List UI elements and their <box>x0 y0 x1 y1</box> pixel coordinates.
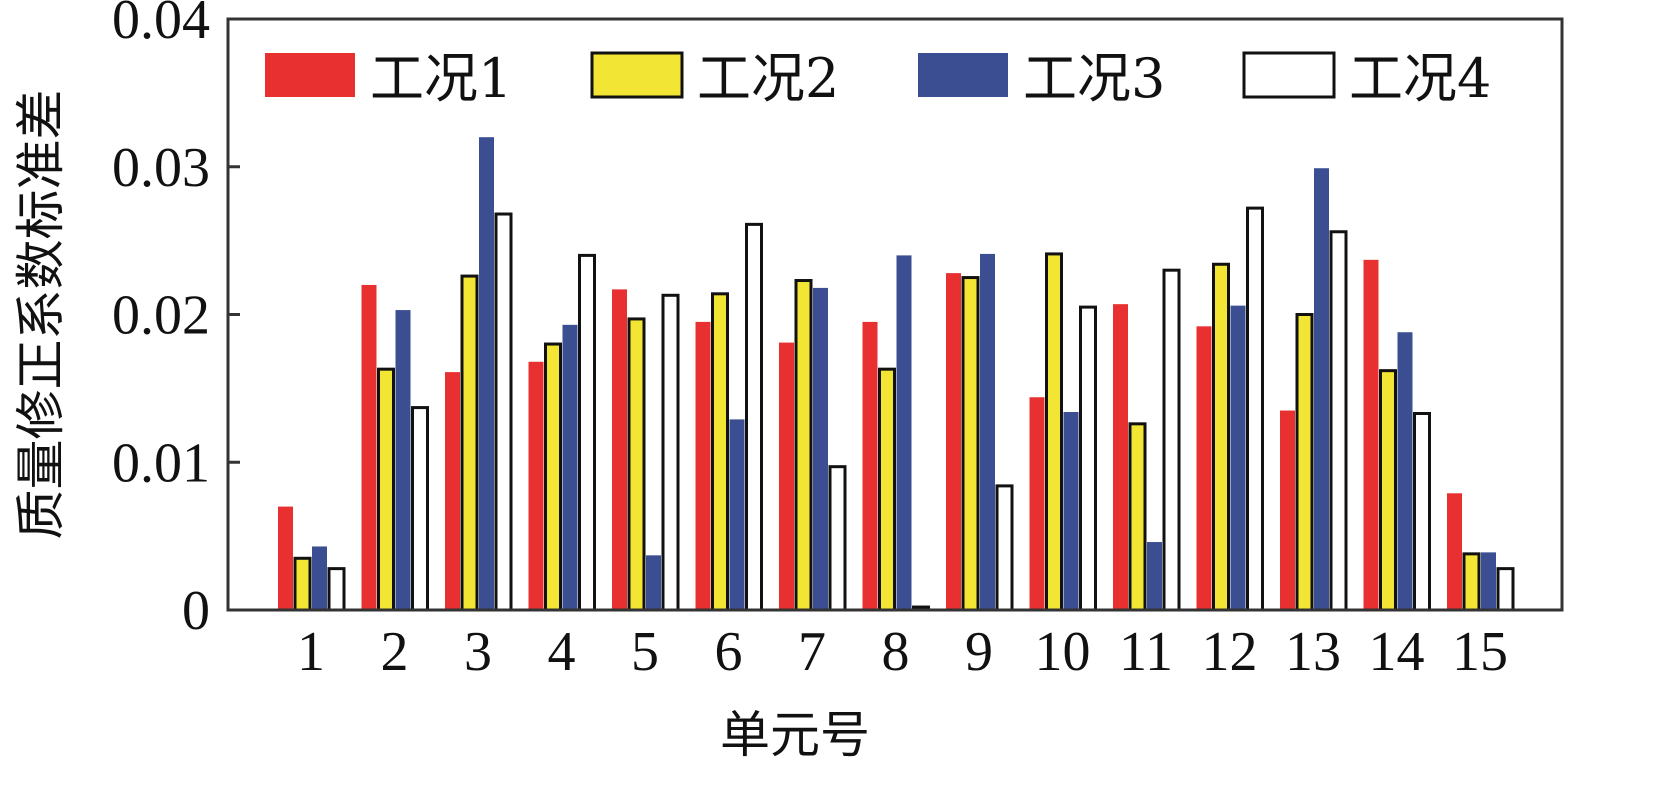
bar-2-3 <box>460 274 479 612</box>
bar-1-14 <box>1363 259 1379 610</box>
bar-1-15 <box>1447 493 1462 610</box>
bar-4-3 <box>494 212 513 612</box>
bar-2-10 <box>1045 252 1063 612</box>
bar-2-4 <box>544 342 562 612</box>
bar-4-13 <box>1329 230 1348 612</box>
x-tick-label: 2 <box>381 621 409 683</box>
bar-4-2 <box>411 406 429 612</box>
x-tick-label: 15 <box>1452 621 1508 683</box>
bar-1-12 <box>1196 326 1212 610</box>
x-tick-label: 8 <box>882 621 910 683</box>
bar-4-15 <box>1496 567 1515 612</box>
bar-3-5 <box>646 555 661 610</box>
bar-1-8 <box>862 321 878 610</box>
bar-2-8 <box>878 367 896 612</box>
bar-1-6 <box>695 321 711 610</box>
bar-3-12 <box>1230 305 1246 610</box>
legend-swatch <box>918 53 1008 97</box>
bar-1-1 <box>278 506 293 610</box>
bar-4-12 <box>1246 206 1264 612</box>
bar-3-11 <box>1147 542 1162 610</box>
x-tick-label: 14 <box>1369 621 1425 683</box>
legend-swatch <box>1242 51 1336 99</box>
bar-1-3 <box>445 372 460 610</box>
bar-2-12 <box>1212 262 1230 612</box>
y-axis-label: 质量修正系数标准差 <box>12 90 70 540</box>
bar-2-15 <box>1462 552 1481 612</box>
x-tick-label: 6 <box>715 621 743 683</box>
bar-3-4 <box>562 324 578 610</box>
bars-group <box>278 137 1515 612</box>
x-tick-label: 3 <box>464 621 492 683</box>
bar-4-7 <box>828 465 847 612</box>
bar-1-11 <box>1113 304 1128 610</box>
bar-3-10 <box>1063 412 1079 610</box>
legend-label: 工况2 <box>697 47 839 110</box>
bar-3-13 <box>1314 168 1329 611</box>
bar-2-1 <box>293 556 312 612</box>
bar-3-15 <box>1481 552 1496 610</box>
bar-1-2 <box>361 284 377 610</box>
bar-4-10 <box>1079 305 1097 612</box>
bar-1-13 <box>1280 410 1295 610</box>
bar-1-10 <box>1029 397 1045 610</box>
bar-2-2 <box>377 367 395 612</box>
legend-swatch <box>590 51 684 99</box>
x-tick-label: 13 <box>1285 621 1341 683</box>
y-tick-label: 0.02 <box>112 285 210 347</box>
bar-4-5 <box>661 293 680 612</box>
x-tick-label: 5 <box>631 621 659 683</box>
bar-4-6 <box>745 222 763 612</box>
bar-2-13 <box>1295 313 1314 612</box>
bar-2-7 <box>794 279 813 612</box>
y-tick-label: 0 <box>182 580 210 642</box>
x-tick-label: 4 <box>548 621 576 683</box>
bar-3-7 <box>813 287 828 610</box>
bar-1-5 <box>612 289 627 610</box>
bar-3-3 <box>479 137 494 610</box>
bar-2-9 <box>961 276 980 612</box>
bar-4-4 <box>578 253 596 612</box>
bar-1-4 <box>528 361 544 610</box>
bar-2-6 <box>711 292 729 612</box>
x-tick-label: 9 <box>965 621 993 683</box>
bar-3-6 <box>729 419 745 610</box>
bar-3-9 <box>980 253 995 611</box>
legend-label: 工况1 <box>370 47 512 110</box>
legend-swatch <box>265 53 355 97</box>
bar-4-1 <box>327 567 346 612</box>
bar-1-7 <box>779 342 794 610</box>
bar-3-8 <box>896 255 912 610</box>
x-axis-label: 单元号 <box>720 706 870 764</box>
y-tick-label: 0.04 <box>112 0 210 51</box>
bar-2-14 <box>1379 369 1397 612</box>
bar-4-11 <box>1162 268 1181 612</box>
bar-3-2 <box>395 310 411 610</box>
x-tick-label: 12 <box>1202 621 1258 683</box>
legend: 工况1 工况2 工况3 工况4 <box>265 47 1491 110</box>
y-tick-label: 0.03 <box>112 137 210 199</box>
bar-2-11 <box>1128 422 1147 612</box>
x-axis: 1 2 3 4 5 6 7 8 9 10 11 12 13 14 15 <box>297 621 1508 683</box>
x-tick-label: 1 <box>297 621 325 683</box>
legend-label: 工况3 <box>1023 47 1165 110</box>
y-axis: 0 0.01 0.02 0.03 0.04 <box>112 0 240 642</box>
x-tick-label: 7 <box>798 621 826 683</box>
x-tick-label: 11 <box>1119 621 1173 683</box>
y-tick-label: 0.01 <box>112 432 210 494</box>
bar-2-5 <box>627 317 646 612</box>
bar-3-1 <box>312 546 327 610</box>
bar-3-14 <box>1397 332 1413 610</box>
bar-1-9 <box>946 273 961 610</box>
bar-4-9 <box>995 484 1014 612</box>
legend-label: 工况4 <box>1349 47 1491 110</box>
bar-4-14 <box>1413 411 1431 612</box>
x-tick-label: 10 <box>1035 621 1091 683</box>
